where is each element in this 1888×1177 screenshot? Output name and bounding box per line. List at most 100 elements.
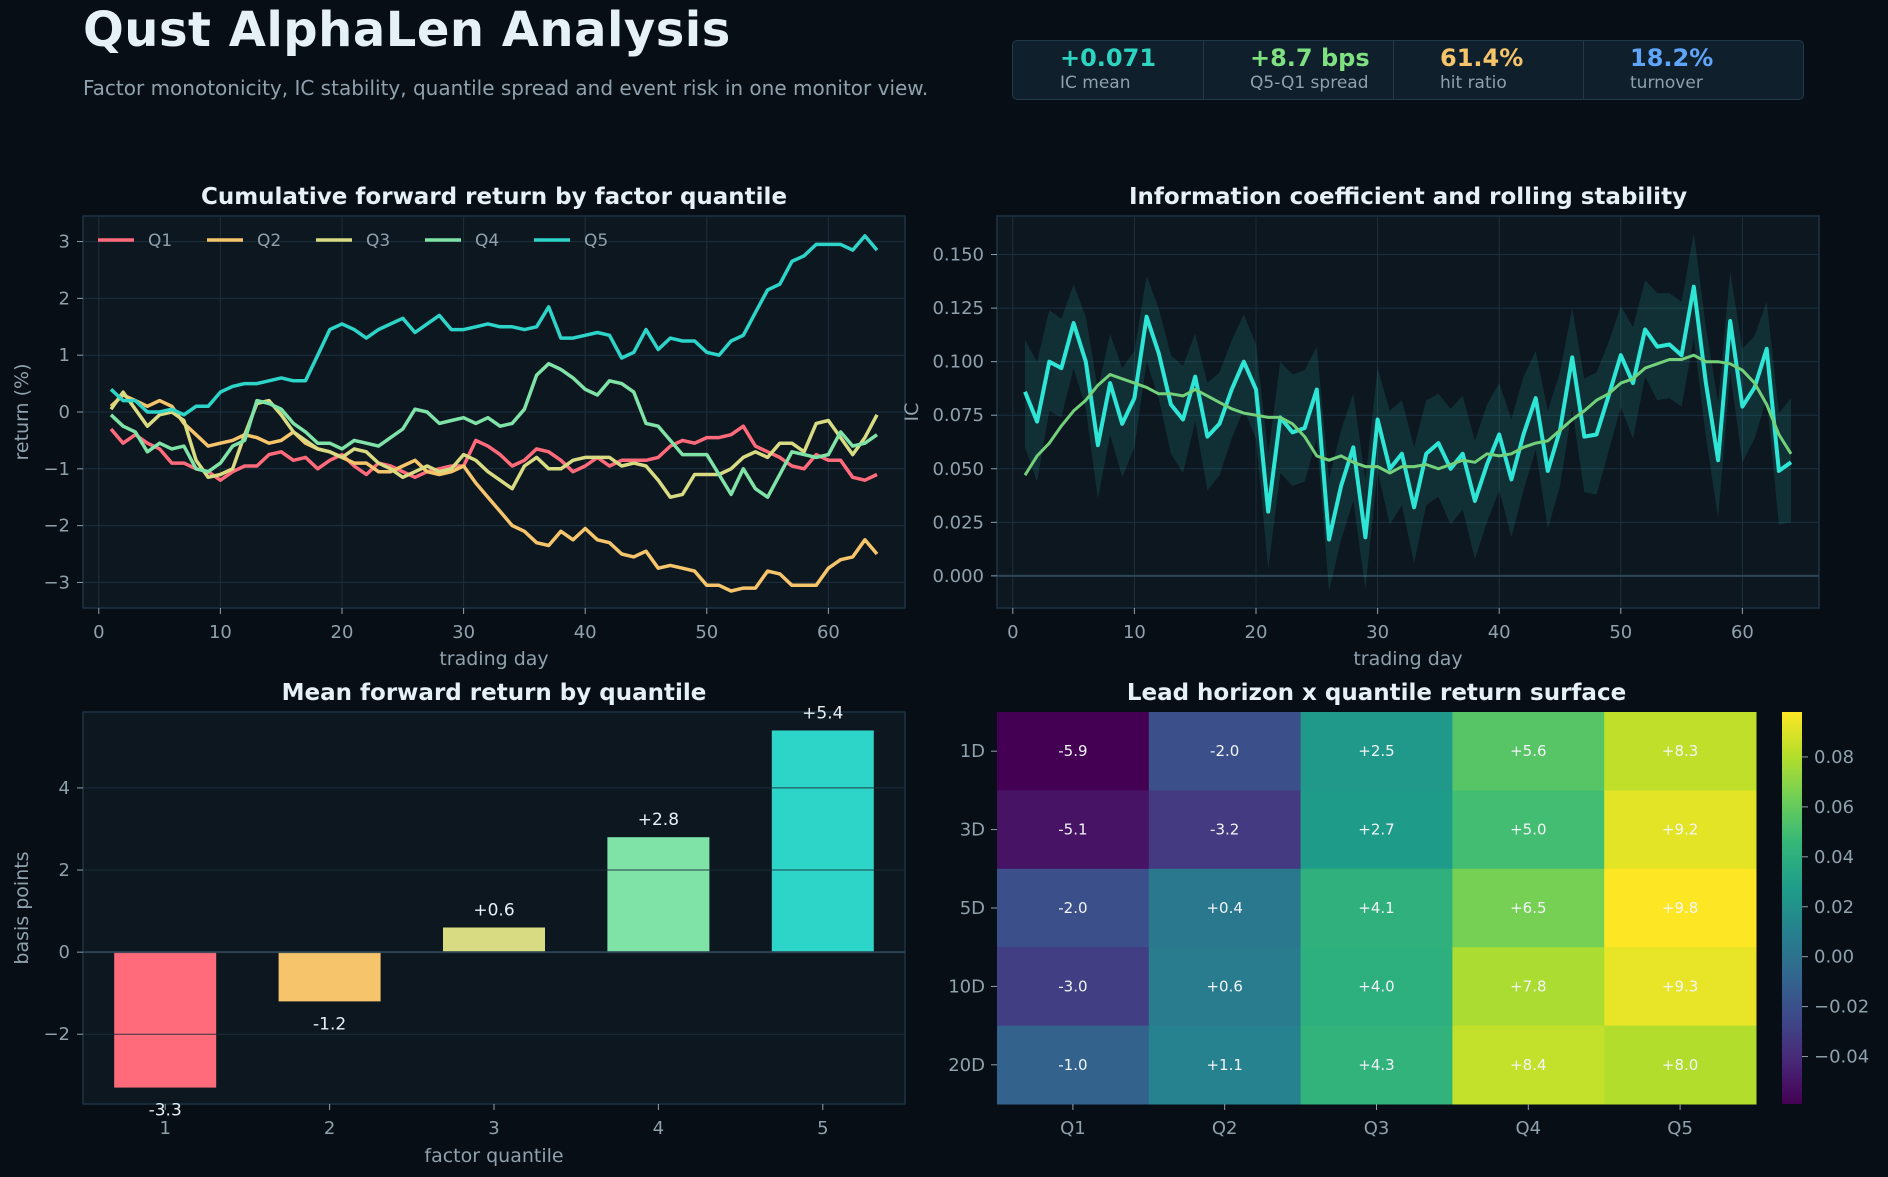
bar-value-label: +2.8 xyxy=(638,810,679,830)
x-tick-label: 50 xyxy=(695,622,718,643)
heatmap-cell xyxy=(1452,790,1605,870)
cell-value-label: -3.2 xyxy=(1210,821,1239,839)
bar-value-label: +5.4 xyxy=(802,703,843,723)
y-tick-label: 2 xyxy=(59,288,70,309)
x-tick-label: 0 xyxy=(93,622,104,643)
heatmap-cell xyxy=(997,947,1150,1027)
cell-value-label: -5.1 xyxy=(1058,821,1087,839)
bar-q4 xyxy=(607,837,710,953)
y-axis-label: basis points xyxy=(11,851,33,964)
cell-value-label: +4.0 xyxy=(1358,977,1394,995)
x-axis-label: factor quantile xyxy=(424,1145,563,1167)
cell-value-label: -5.9 xyxy=(1058,742,1087,760)
bar-q2 xyxy=(278,952,381,1002)
page-title: Qust AlphaLen Analysis xyxy=(83,2,731,58)
colorbar-tick-label: 0.00 xyxy=(1814,947,1854,968)
y-axis-label: return (%) xyxy=(11,363,33,460)
colorbar-tick-label: −0.04 xyxy=(1814,1047,1869,1068)
colorbar-tick-label: 0.08 xyxy=(1814,747,1854,768)
x-tick-label: 1 xyxy=(159,1118,170,1139)
column-label: Q3 xyxy=(1364,1118,1390,1139)
rolling-ic-line xyxy=(1023,353,1793,476)
y-tick-label: 4 xyxy=(59,778,70,799)
cell-value-label: +5.0 xyxy=(1510,821,1546,839)
bar-q1 xyxy=(114,952,217,1088)
y-tick-label: 2 xyxy=(59,860,70,881)
heatmap-cell xyxy=(1148,1025,1302,1105)
cell-value-label: +1.1 xyxy=(1206,1056,1242,1074)
cell-value-label: +2.7 xyxy=(1358,821,1394,839)
y-tick-label: −3 xyxy=(43,572,70,593)
chart-title: Cumulative forward return by factor quan… xyxy=(201,184,787,210)
x-tick-label: 4 xyxy=(653,1118,664,1139)
legend-label: Q1 xyxy=(148,231,172,251)
legend-label: Q3 xyxy=(366,231,390,251)
series-line-q3 xyxy=(109,390,879,499)
heatmap-cell xyxy=(1604,947,1757,1027)
series-line-q5 xyxy=(109,234,879,417)
heatmap-cell xyxy=(997,1025,1150,1105)
y-tick-label: 1 xyxy=(59,345,70,366)
cell-value-label: +4.3 xyxy=(1358,1056,1394,1074)
y-tick-label: 0.100 xyxy=(932,352,984,373)
chart-title: Lead horizon x quantile return surface xyxy=(1127,680,1626,706)
colorbar-tick-label: 0.02 xyxy=(1814,897,1854,918)
legend-label: Q5 xyxy=(584,231,608,251)
y-axis-label: IC xyxy=(901,403,923,422)
cell-value-label: +8.3 xyxy=(1662,742,1698,760)
series-line-q2 xyxy=(109,393,879,593)
heatmap-cell xyxy=(1148,790,1302,870)
heatmap-cell xyxy=(1300,790,1453,870)
bar-value-label: +0.6 xyxy=(473,900,514,920)
heatmap-cell xyxy=(997,868,1150,948)
kpi-strip: +0.071 IC mean +8.7 bps Q5-Q1 spread 61.… xyxy=(1012,40,1804,100)
x-axis-label: trading day xyxy=(1353,648,1462,670)
heatmap-cell xyxy=(1300,1025,1453,1105)
colorbar-tick-label: −0.02 xyxy=(1814,997,1869,1018)
row-label: 5D xyxy=(960,898,985,919)
bar-q3 xyxy=(443,927,545,953)
x-tick-label: 10 xyxy=(1123,622,1146,643)
x-tick-label: 50 xyxy=(1609,622,1632,643)
y-tick-label: 0.125 xyxy=(932,298,984,319)
cell-value-label: -2.0 xyxy=(1210,742,1239,760)
heatmap-cell xyxy=(1452,1025,1605,1105)
colorbar-tick-label: 0.06 xyxy=(1814,797,1854,818)
cell-value-label: +5.6 xyxy=(1510,742,1546,760)
heatmap-cell xyxy=(1604,712,1757,791)
y-tick-label: 0.025 xyxy=(932,512,984,533)
x-tick-label: 30 xyxy=(1366,622,1389,643)
cell-value-label: +8.4 xyxy=(1510,1056,1546,1074)
x-tick-label: 2 xyxy=(324,1118,335,1139)
heatmap-cell xyxy=(1300,712,1453,791)
x-tick-label: 30 xyxy=(452,622,475,643)
bar-value-label: -1.2 xyxy=(313,1014,346,1034)
bar-q5 xyxy=(771,730,874,953)
heatmap-cell xyxy=(997,712,1150,791)
heatmap-cell xyxy=(1148,868,1302,948)
column-label: Q1 xyxy=(1060,1118,1086,1139)
x-tick-label: 40 xyxy=(574,622,597,643)
heatmap-cell xyxy=(1604,1025,1757,1105)
colorbar xyxy=(1782,712,1802,1104)
row-label: 10D xyxy=(948,976,985,997)
cell-value-label: +2.5 xyxy=(1358,742,1394,760)
kpi-label: IC mean xyxy=(1060,73,1131,93)
y-tick-label: 0.000 xyxy=(932,566,984,587)
kpi-value: 61.4% xyxy=(1440,44,1524,72)
y-tick-label: −2 xyxy=(43,516,70,537)
plot-panel xyxy=(82,711,906,1105)
x-tick-label: 10 xyxy=(209,622,232,643)
cell-value-label: +4.1 xyxy=(1358,899,1394,917)
column-label: Q2 xyxy=(1212,1118,1238,1139)
x-tick-label: 3 xyxy=(488,1118,499,1139)
y-tick-label: 0.050 xyxy=(932,459,984,480)
heatmap-cell xyxy=(1148,712,1302,791)
heatmap-cell xyxy=(1452,868,1605,948)
y-tick-label: −1 xyxy=(43,459,70,480)
kpi-hit-ratio: 61.4% hit ratio xyxy=(1393,41,1584,99)
kpi-label: hit ratio xyxy=(1440,73,1507,93)
y-tick-label: −2 xyxy=(43,1024,70,1045)
cell-value-label: -1.0 xyxy=(1058,1056,1087,1074)
